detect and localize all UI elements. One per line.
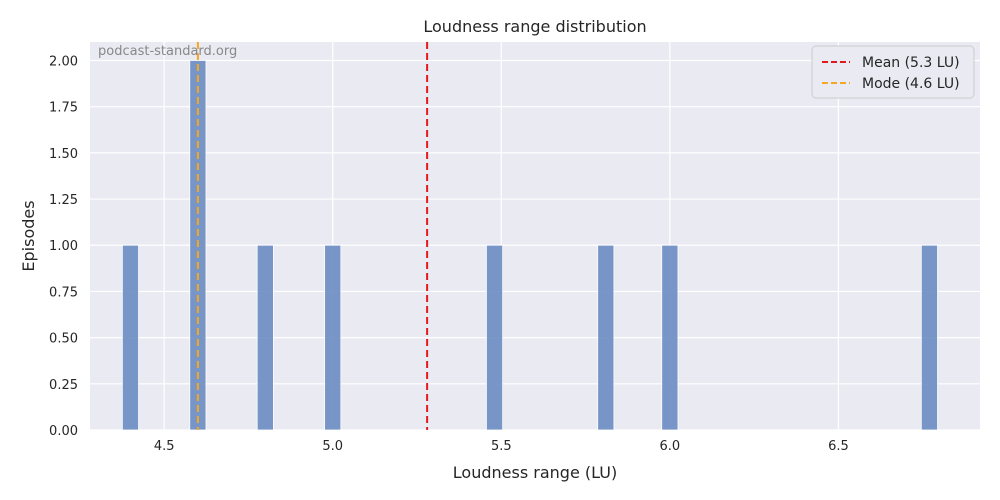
legend-mode-label: Mode (4.6 LU) [862,76,960,92]
y-tick-label: 1.75 [49,101,78,116]
histogram-bar [661,244,679,431]
x-tick-label: 6.5 [828,439,849,454]
y-tick-label: 1.50 [49,147,78,162]
histogram-bar [597,244,615,431]
x-axis-label: Loudness range (LU) [453,463,617,482]
x-axis-ticks: 4.5 5.0 5.5 6.0 6.5 [154,439,849,454]
legend-mean-label: Mean (5.3 LU) [862,55,960,71]
reference-lines [196,42,429,430]
histogram-bar [256,244,274,431]
y-tick-label: 0.25 [49,378,78,393]
histogram-bar [486,244,504,431]
x-tick-label: 5.0 [322,439,343,454]
histogram-bar [121,244,139,431]
histogram-bar [324,244,342,431]
y-tick-label: 0.50 [49,332,78,347]
y-tick-label: 1.00 [49,239,78,254]
y-axis-label: Episodes [19,200,38,271]
histogram-bar [920,244,938,431]
legend: Mean (5.3 LU) Mode (4.6 LU) [811,45,975,99]
plot-background [90,42,980,430]
y-axis-ticks: 0.00 0.25 0.50 0.75 1.00 1.25 1.50 1.75 2.00 [49,54,78,439]
x-tick-label: 6.0 [660,439,681,454]
y-tick-label: 2.00 [49,54,78,69]
y-tick-label: 0.00 [49,424,78,439]
legend-box [811,45,975,99]
watermark: podcast-standard.org [98,44,237,59]
bars [121,60,938,431]
y-tick-label: 0.75 [49,285,78,300]
x-tick-label: 4.5 [154,439,175,454]
y-tick-label: 1.25 [49,193,78,208]
chart-title: Loudness range distribution [423,17,646,36]
x-tick-label: 5.5 [491,439,512,454]
